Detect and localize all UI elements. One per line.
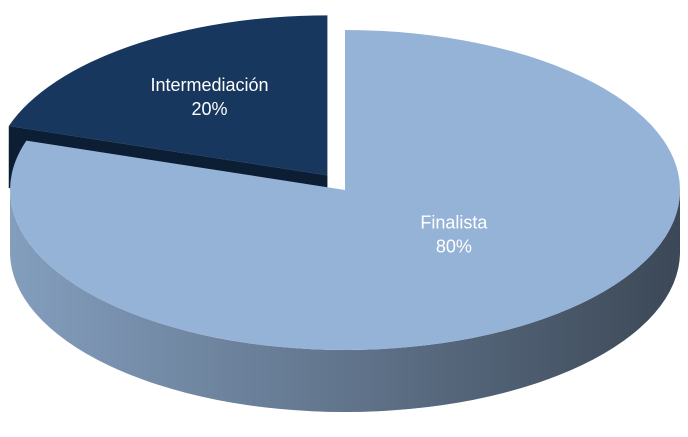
- slice-side-shade: [10, 190, 680, 412]
- slice-label: Finalista: [420, 212, 488, 232]
- slice: [10, 29, 681, 350]
- slice: [8, 15, 328, 176]
- slice-value-label: 80%: [436, 236, 472, 256]
- slice-value-label: 20%: [191, 99, 227, 119]
- slice-label: Intermediación: [150, 75, 268, 95]
